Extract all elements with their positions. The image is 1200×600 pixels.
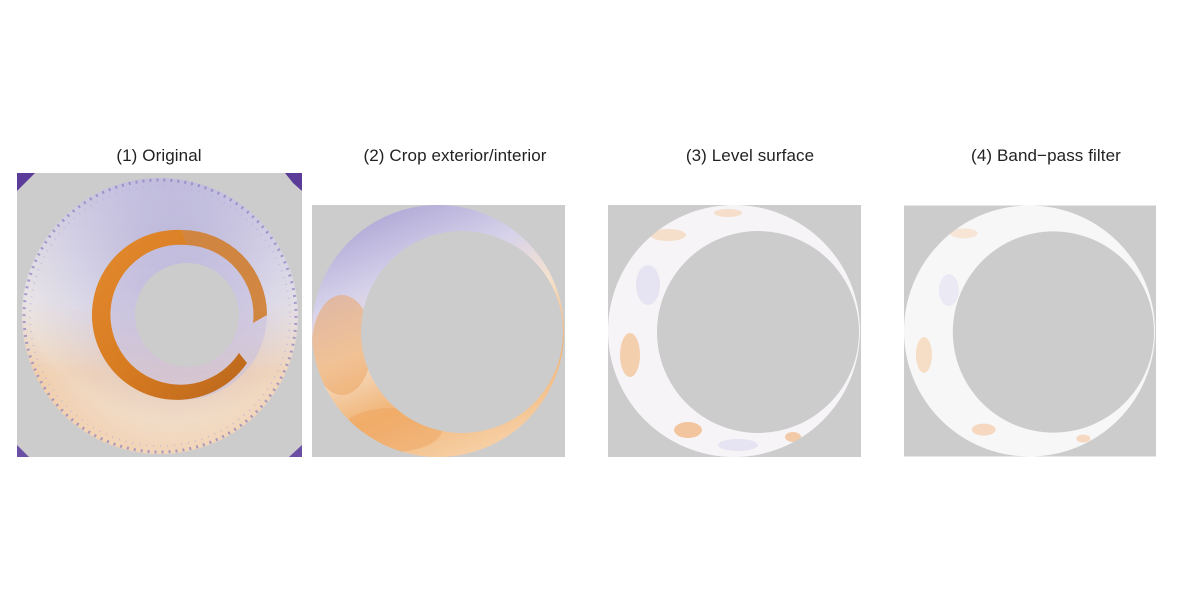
panel-4-title: (4) Band−pass filter <box>971 146 1121 165</box>
panel-2-cropped-image <box>312 205 565 457</box>
panel-1-original-image <box>17 173 302 457</box>
panel-3-title: (3) Level surface <box>685 146 815 165</box>
panel-3-level-surface-image <box>608 205 861 457</box>
panel-2-title: (2) Crop exterior/interior <box>363 146 547 165</box>
panel-4-band-pass-image <box>904 205 1156 457</box>
panel-1-title: (1) Original <box>116 146 202 165</box>
